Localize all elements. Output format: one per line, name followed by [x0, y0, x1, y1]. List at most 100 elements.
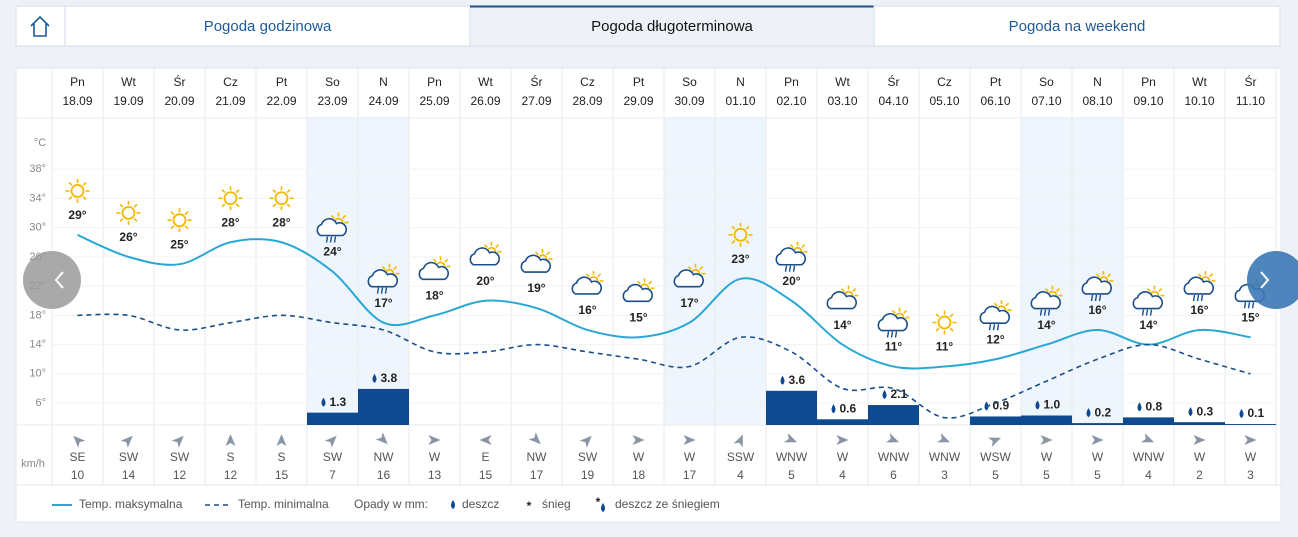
- sun-ray: [68, 196, 73, 201]
- date: 20.09: [164, 94, 194, 108]
- weather-icon: [418, 256, 451, 281]
- date: 28.09: [572, 94, 602, 108]
- date: 19.09: [113, 94, 143, 108]
- weekday: Cz: [580, 75, 595, 89]
- sun-ray: [119, 203, 124, 208]
- max-temp-label: 24°: [323, 245, 341, 259]
- cloud: [520, 254, 551, 273]
- wind-speed: 5: [1094, 468, 1101, 482]
- wind-speed: 12: [173, 468, 187, 482]
- tab-label[interactable]: Pogoda na weekend: [1009, 18, 1146, 35]
- sun-ray: [235, 203, 240, 208]
- cloud: [367, 269, 398, 288]
- precip-bar: [868, 405, 919, 425]
- max-temp-label: 11°: [885, 340, 903, 354]
- precip-label: 0.2: [1095, 405, 1112, 419]
- cloud: [1183, 276, 1214, 295]
- wind-arrow: [784, 433, 798, 443]
- weekday: Pt: [990, 75, 1002, 89]
- sun-ray: [119, 217, 124, 222]
- weekday: N: [379, 75, 388, 89]
- wind-speed: 3: [1247, 468, 1254, 482]
- wind-speed: 3: [941, 468, 948, 482]
- wind-arrow: [276, 434, 287, 446]
- weather-icon: [1030, 285, 1063, 316]
- precip-bar: [1174, 422, 1225, 425]
- next-button[interactable]: [1247, 251, 1298, 309]
- wind-arrow: [324, 435, 337, 448]
- precip-label: 0.9: [993, 399, 1010, 413]
- rain: [784, 265, 788, 272]
- cloud: [622, 283, 653, 303]
- prev-arrow: [54, 271, 64, 289]
- sun-ray: [221, 189, 226, 194]
- weekday: Śr: [174, 74, 186, 89]
- precip-label: 3.6: [789, 373, 806, 387]
- sun-ray: [495, 244, 500, 249]
- weather-icon: [316, 212, 349, 243]
- max-temp-label: 20°: [782, 274, 800, 288]
- precip-label: 1.0: [1044, 398, 1061, 412]
- rain: [376, 287, 380, 294]
- sun-ray: [221, 203, 226, 208]
- precip-label: 3.8: [381, 371, 398, 385]
- wind-direction: W: [1245, 450, 1257, 464]
- rain: [1090, 294, 1094, 302]
- precip-bar: [970, 416, 1021, 425]
- weather-icon: [1183, 270, 1216, 302]
- wind-arrow: [1091, 435, 1104, 445]
- weekend-shade: [715, 118, 766, 425]
- weather-icon: [1132, 285, 1165, 316]
- cloud: [418, 261, 449, 281]
- legend-label: Temp. minimalna: [238, 497, 329, 511]
- rain: [329, 236, 333, 243]
- legend-label: Temp. maksymalna: [79, 497, 183, 511]
- drop-icon: [1035, 400, 1040, 410]
- tab[interactable]: [64, 5, 471, 47]
- sun-ray: [272, 203, 277, 208]
- weekday: So: [1039, 75, 1054, 89]
- sun-ray: [949, 327, 954, 332]
- legend-snow: *: [596, 495, 601, 509]
- drop-icon: [321, 397, 326, 407]
- date: 27.09: [521, 94, 551, 108]
- sun-ray: [133, 217, 138, 222]
- date: 08.10: [1082, 94, 1112, 108]
- legend-drop: [451, 500, 455, 509]
- tab[interactable]: [873, 5, 1281, 47]
- y-tick-label: 6°: [35, 397, 46, 409]
- sun-ray: [903, 309, 908, 314]
- wind-direction: SW: [578, 450, 598, 464]
- weekday: Pn: [70, 75, 85, 89]
- tab-label[interactable]: Pogoda długoterminowa: [591, 18, 753, 35]
- sun: [172, 213, 187, 228]
- tab[interactable]: [469, 5, 875, 47]
- wind-direction: S: [277, 450, 285, 464]
- max-temp-label: 25°: [170, 237, 188, 251]
- weather-icon: [116, 200, 141, 225]
- weather-icon: [877, 307, 910, 338]
- wind-direction: W: [1092, 450, 1104, 464]
- rain: [1149, 309, 1153, 316]
- y-tick-label: 38°: [29, 163, 46, 175]
- tab-label[interactable]: Pogoda godzinowa: [204, 18, 332, 35]
- sun-ray: [1158, 287, 1163, 292]
- legend-snow: *: [527, 499, 532, 513]
- weekday: Śr: [531, 74, 543, 89]
- rain: [333, 236, 337, 243]
- sun-ray: [731, 225, 736, 230]
- sun-ray: [330, 214, 335, 219]
- date: 07.10: [1031, 94, 1061, 108]
- rain: [996, 324, 1000, 331]
- sun-ray: [82, 181, 87, 186]
- sun-ray: [184, 211, 189, 216]
- wind-arrow: [836, 435, 849, 445]
- rain: [788, 265, 792, 272]
- max-temp-label: 14°: [1037, 318, 1055, 332]
- sun-ray: [585, 273, 590, 278]
- prev-button[interactable]: [23, 251, 81, 309]
- home-button[interactable]: [15, 5, 66, 47]
- sun-ray: [935, 313, 940, 318]
